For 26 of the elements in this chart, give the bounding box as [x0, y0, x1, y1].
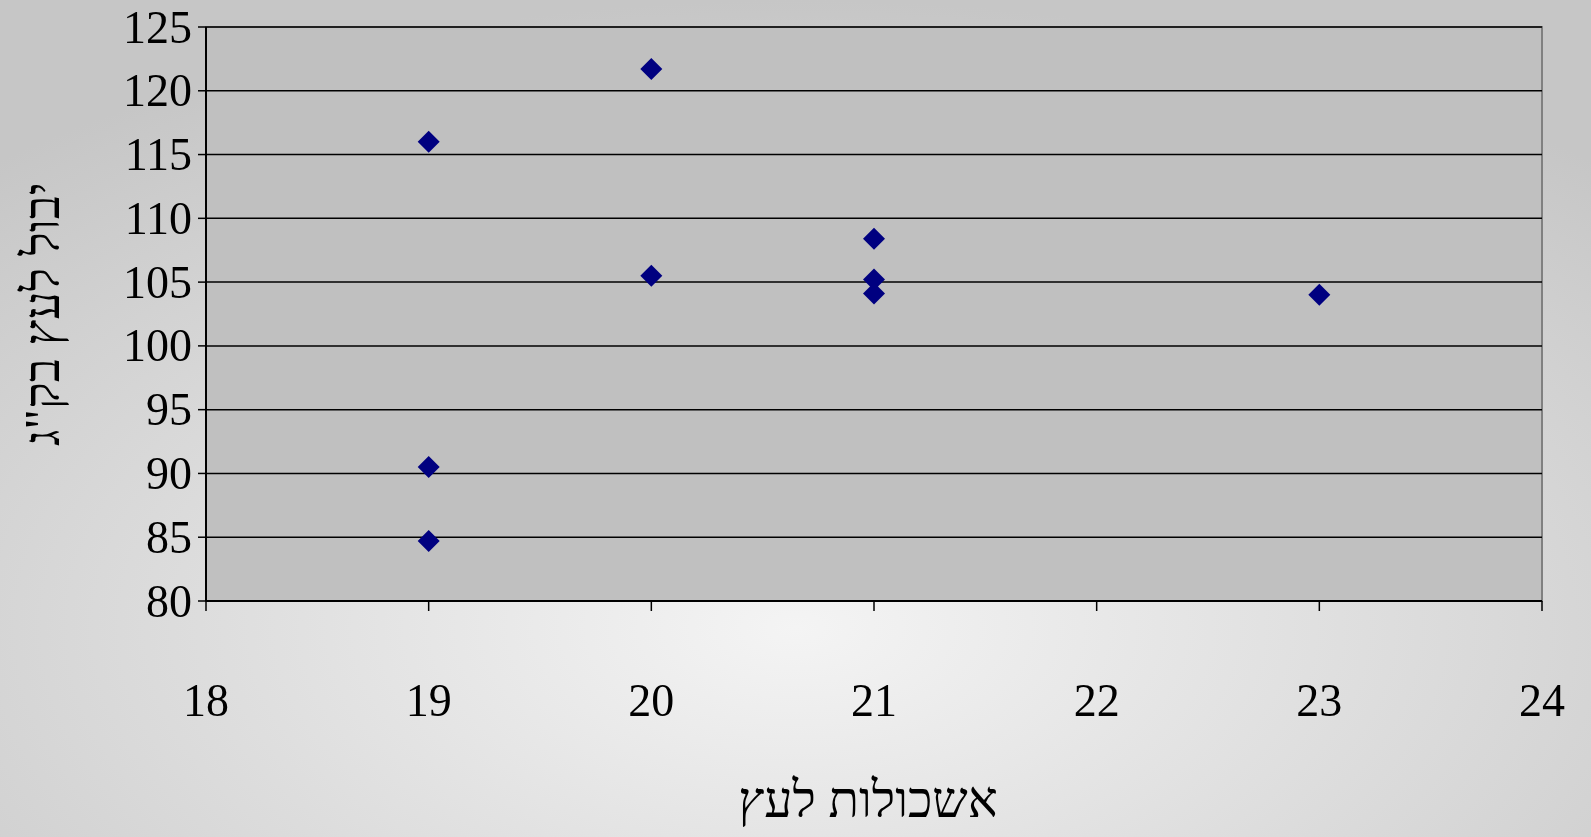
x-tick-label: 23 — [1296, 674, 1343, 726]
y-axis-title: יבול לעץ בק"ג — [14, 182, 70, 446]
y-tick-label: 90 — [146, 447, 192, 499]
x-tick-label: 24 — [1519, 674, 1565, 726]
point — [417, 456, 440, 479]
y-tick-label: 125 — [123, 1, 192, 53]
y-tick-label: 80 — [146, 575, 192, 627]
point — [417, 530, 440, 553]
y-tick-label: 105 — [123, 256, 192, 308]
x-tick-label: 20 — [628, 674, 675, 726]
y-tick-label: 115 — [124, 129, 192, 181]
point — [863, 227, 885, 250]
y-tick-label: 120 — [123, 65, 192, 117]
point — [640, 58, 663, 81]
point — [640, 264, 663, 287]
y-tick-label: 100 — [123, 320, 192, 372]
point — [1308, 283, 1331, 306]
x-tick-label: 21 — [851, 674, 897, 726]
y-tick-label: 110 — [124, 192, 192, 244]
x-tick-label: 18 — [183, 674, 229, 726]
x-tick-label: 22 — [1073, 674, 1120, 726]
point — [417, 130, 440, 153]
x-tick-label: 19 — [405, 674, 452, 726]
y-tick-label: 85 — [146, 511, 192, 563]
x-axis-title: אשכולות לעץ — [738, 772, 998, 828]
y-tick-label: 95 — [146, 384, 192, 436]
